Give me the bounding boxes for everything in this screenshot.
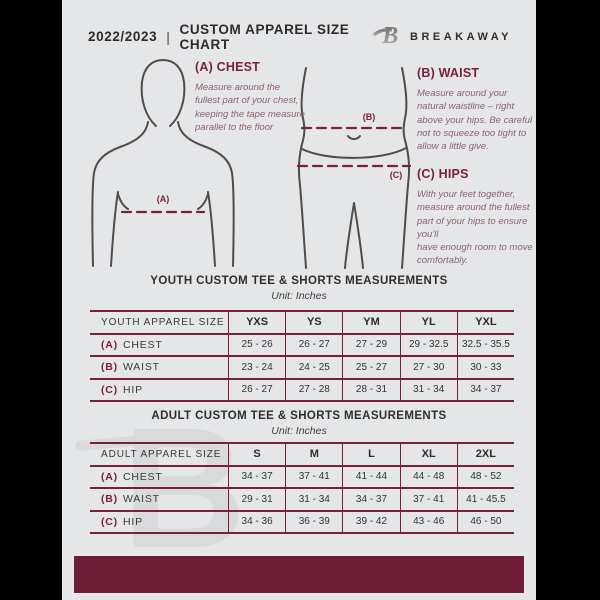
- adult-cell: 34 - 37: [228, 464, 286, 487]
- chest-description: Measure around the fullest part of your …: [195, 82, 305, 133]
- adult-cell: 46 - 50: [456, 509, 514, 532]
- hips-instructions: (C) HIPS With your feet together, measur…: [417, 167, 535, 268]
- hips-description: With your feet together, measure around …: [417, 189, 533, 267]
- youth-cell: 26 - 27: [285, 332, 343, 355]
- youth-cell: 28 - 31: [342, 377, 400, 400]
- footer-bar: [72, 554, 526, 595]
- youth-col-header: YS: [285, 310, 343, 333]
- right-shoulder-arm: [177, 121, 235, 267]
- youth-cell: 27 - 28: [285, 377, 343, 400]
- youth-table-title: YOUTH CUSTOM TEE & SHORTS MEASUREMENTS: [150, 275, 448, 287]
- waist-instructions: (B) WAIST Measure around your natural wa…: [417, 66, 535, 153]
- waistband-curve: [301, 147, 407, 159]
- adult-row-label: (C) HIP: [90, 509, 228, 533]
- adult-cell: 37 - 41: [285, 464, 343, 487]
- waist-line-label: (B): [362, 112, 376, 122]
- right-hip-leg: [401, 67, 411, 269]
- brand-name: BREAKAWAY: [410, 30, 512, 43]
- adult-cell: 41 - 45.5: [456, 487, 514, 510]
- header-title-group: 2022/2023 | CUSTOM APPAREL SIZE CHART: [88, 22, 371, 52]
- adult-cell: 43 - 46: [399, 509, 457, 532]
- adult-row-label: (A) CHEST: [90, 464, 228, 488]
- youth-cell: 29 - 32.5: [399, 332, 457, 355]
- youth-cell: 25 - 27: [342, 355, 400, 378]
- head-outline: [140, 58, 186, 127]
- youth-cell: 31 - 34: [399, 377, 457, 400]
- right-armpit-crease: [197, 191, 216, 267]
- adult-col-header: S: [228, 442, 286, 465]
- adult-row-label: (B) WAIST: [90, 487, 228, 510]
- adult-cell: 41 - 44: [342, 464, 400, 487]
- adult-col-header: XL: [399, 442, 457, 465]
- adult-col-header: ADULT APPAREL SIZE: [90, 442, 228, 465]
- youth-col-header: YL: [399, 310, 457, 333]
- adult-cell: 39 - 42: [342, 509, 400, 532]
- youth-table-unit: Unit: Inches: [271, 290, 327, 302]
- adult-cell: 44 - 48: [399, 464, 457, 487]
- lower-body-diagram: [296, 67, 412, 269]
- breakaway-b-logo-icon: B: [371, 20, 403, 53]
- youth-cell: 27 - 29: [342, 332, 400, 355]
- hips-heading: (C) HIPS: [417, 167, 469, 181]
- youth-cell: 25 - 26: [228, 332, 286, 355]
- brand-logo: B BREAKAWAY: [371, 20, 512, 53]
- navel-mark: [347, 135, 361, 140]
- waist-heading: (B) WAIST: [417, 66, 480, 80]
- youth-row-label: (C) HIP: [90, 377, 228, 401]
- youth-row-label: (B) WAIST: [90, 355, 228, 378]
- chest-instructions: (A) CHEST Measure around the fullest par…: [195, 60, 307, 134]
- adult-cell: 34 - 36: [228, 509, 286, 532]
- waist-description: Measure around your natural waistline – …: [417, 88, 533, 153]
- left-hip-leg: [297, 67, 307, 269]
- youth-cell: 34 - 37: [456, 377, 514, 400]
- youth-cell: 30 - 33: [456, 355, 514, 378]
- left-armpit-crease: [110, 191, 129, 267]
- youth-cell: 26 - 27: [228, 377, 286, 400]
- chest-line-label: (A): [156, 194, 170, 204]
- header-year: 2022/2023: [88, 29, 158, 44]
- youth-row-label: (A) CHEST: [90, 332, 228, 356]
- adult-cell: 36 - 39: [285, 509, 343, 532]
- adult-cell: 34 - 37: [342, 487, 400, 510]
- adult-col-header: L: [342, 442, 400, 465]
- size-chart-document: 2022/2023 | CUSTOM APPAREL SIZE CHART B: [62, 0, 536, 600]
- adult-col-header: M: [285, 442, 343, 465]
- adult-table-unit: Unit: Inches: [271, 425, 327, 437]
- page-header: 2022/2023 | CUSTOM APPAREL SIZE CHART B: [62, 20, 536, 53]
- youth-col-header: YOUTH APPAREL SIZE: [90, 310, 228, 333]
- youth-col-header: YM: [342, 310, 400, 333]
- youth-col-header: YXS: [228, 310, 286, 333]
- header-divider: |: [166, 28, 171, 45]
- adult-cell: 48 - 52: [456, 464, 514, 487]
- adult-cell: 29 - 31: [228, 487, 286, 510]
- adult-table-title: ADULT CUSTOM TEE & SHORTS MEASUREMENTS: [151, 410, 447, 422]
- youth-cell: 24 - 25: [285, 355, 343, 378]
- hip-line-label: (C): [389, 170, 403, 180]
- left-shoulder-arm: [91, 121, 149, 267]
- adult-col-header: 2XL: [456, 442, 514, 465]
- youth-cell: 32.5 - 35.5: [456, 332, 514, 355]
- youth-cell: 23 - 24: [228, 355, 286, 378]
- youth-col-header: YXL: [456, 310, 514, 333]
- adult-cell: 37 - 41: [399, 487, 457, 510]
- chest-heading: (A) CHEST: [195, 60, 260, 74]
- youth-size-table: YOUTH APPAREL SIZE YXS YS YM YL YXL (A) C…: [90, 310, 514, 402]
- youth-cell: 27 - 30: [399, 355, 457, 378]
- torso-diagram: [91, 58, 235, 267]
- adult-cell: 31 - 34: [285, 487, 343, 510]
- inner-leg-lines: [344, 202, 364, 269]
- svg-text:B: B: [381, 23, 398, 48]
- adult-size-table: ADULT APPAREL SIZE S M L XL 2XL (A) CHEST…: [90, 442, 514, 534]
- page-title: CUSTOM APPAREL SIZE CHART: [179, 21, 350, 52]
